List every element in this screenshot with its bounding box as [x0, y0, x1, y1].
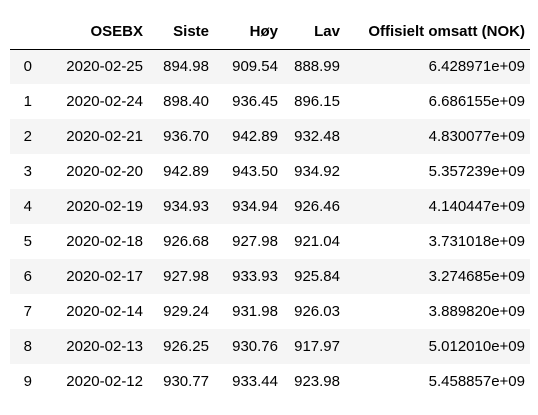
cell-osebx: 2020-02-14	[66, 303, 143, 320]
cell-osebx: 2020-02-18	[66, 233, 143, 250]
row-index: 0	[23, 58, 32, 76]
cell-hoy: 943.50	[232, 163, 278, 180]
table-row: 6 2020-02-17 927.98 933.93 925.84 3.2746…	[10, 259, 530, 294]
cell-siste: 926.25	[163, 338, 209, 355]
cell-lav: 932.48	[294, 128, 340, 145]
cell-omsatt: 6.686155e+09	[428, 93, 525, 110]
column-header-hoy: Høy	[214, 15, 283, 50]
column-header-siste: Siste	[148, 15, 214, 50]
row-index: 5	[23, 233, 32, 250]
cell-siste: 927.98	[163, 268, 209, 285]
table-row: 4 2020-02-19 934.93 934.94 926.46 4.1404…	[10, 189, 530, 224]
cell-omsatt: 5.357239e+09	[428, 163, 525, 180]
cell-lav: 926.03	[294, 303, 340, 320]
cell-omsatt: 5.012010e+09	[428, 338, 525, 355]
row-index: 3	[23, 163, 32, 180]
cell-siste: 934.93	[163, 198, 209, 215]
cell-hoy: 909.54	[232, 58, 278, 76]
cell-osebx: 2020-02-12	[66, 373, 143, 390]
cell-osebx: 2020-02-24	[66, 93, 143, 110]
cell-hoy: 930.76	[232, 338, 278, 355]
cell-osebx: 2020-02-13	[66, 338, 143, 355]
cell-omsatt: 4.140447e+09	[428, 198, 525, 215]
cell-osebx: 2020-02-19	[66, 198, 143, 215]
cell-hoy: 942.89	[232, 128, 278, 145]
cell-hoy: 931.98	[232, 303, 278, 320]
cell-siste: 898.40	[163, 93, 209, 110]
table-row: 1 2020-02-24 898.40 936.45 896.15 6.6861…	[10, 84, 530, 119]
cell-lav: 925.84	[294, 268, 340, 285]
table-row: 3 2020-02-20 942.89 943.50 934.92 5.3572…	[10, 154, 530, 189]
row-index: 9	[23, 373, 32, 390]
cell-hoy: 927.98	[232, 233, 278, 250]
cell-lav: 926.46	[294, 198, 340, 215]
header-row: OSEBX Siste Høy Lav Offisielt omsatt (NO…	[10, 15, 530, 50]
cell-lav: 921.04	[294, 233, 340, 250]
cell-siste: 930.77	[163, 373, 209, 390]
table-row: 5 2020-02-18 926.68 927.98 921.04 3.7310…	[10, 224, 530, 259]
cell-hoy: 934.94	[232, 198, 278, 215]
cell-lav: 923.98	[294, 373, 340, 390]
cell-lav: 917.97	[294, 338, 340, 355]
cell-siste: 942.89	[163, 163, 209, 180]
cell-lav: 888.99	[294, 58, 340, 76]
cell-osebx: 2020-02-21	[66, 128, 143, 145]
table-row: 8 2020-02-13 926.25 930.76 917.97 5.0120…	[10, 329, 530, 364]
table-row: 2 2020-02-21 936.70 942.89 932.48 4.8300…	[10, 119, 530, 154]
cell-siste: 929.24	[163, 303, 209, 320]
row-index: 6	[23, 268, 32, 285]
row-index: 4	[23, 198, 32, 215]
row-index: 2	[23, 128, 32, 145]
dataframe-table: OSEBX Siste Høy Lav Offisielt omsatt (NO…	[10, 15, 530, 399]
cell-osebx: 2020-02-17	[66, 268, 143, 285]
row-index: 1	[23, 93, 32, 110]
cell-siste: 926.68	[163, 233, 209, 250]
cell-omsatt: 5.458857e+09	[428, 373, 525, 390]
cell-omsatt: 4.830077e+09	[428, 128, 525, 145]
row-index: 8	[23, 338, 32, 355]
cell-osebx: 2020-02-25	[66, 58, 143, 76]
cell-osebx: 2020-02-20	[66, 163, 143, 180]
row-index: 7	[23, 303, 32, 320]
cell-hoy: 933.44	[232, 373, 278, 390]
column-header-osebx: OSEBX	[37, 15, 148, 50]
cell-omsatt: 6.428971e+09	[428, 58, 525, 76]
cell-hoy: 936.45	[232, 93, 278, 110]
cell-lav: 896.15	[294, 93, 340, 110]
cell-hoy: 933.93	[232, 268, 278, 285]
table-row: 9 2020-02-12 930.77 933.44 923.98 5.4588…	[10, 364, 530, 399]
cell-omsatt: 3.889820e+09	[428, 303, 525, 320]
cell-siste: 894.98	[163, 58, 209, 76]
cell-omsatt: 3.274685e+09	[428, 268, 525, 285]
column-header-lav: Lav	[283, 15, 345, 50]
column-header-omsatt: Offisielt omsatt (NOK)	[345, 15, 530, 50]
table-row: 0 2020-02-25 894.98 909.54 888.99 6.4289…	[10, 49, 530, 84]
cell-lav: 934.92	[294, 163, 340, 180]
cell-siste: 936.70	[163, 128, 209, 145]
table-row: 7 2020-02-14 929.24 931.98 926.03 3.8898…	[10, 294, 530, 329]
index-header	[10, 15, 37, 50]
cell-omsatt: 3.731018e+09	[428, 233, 525, 250]
